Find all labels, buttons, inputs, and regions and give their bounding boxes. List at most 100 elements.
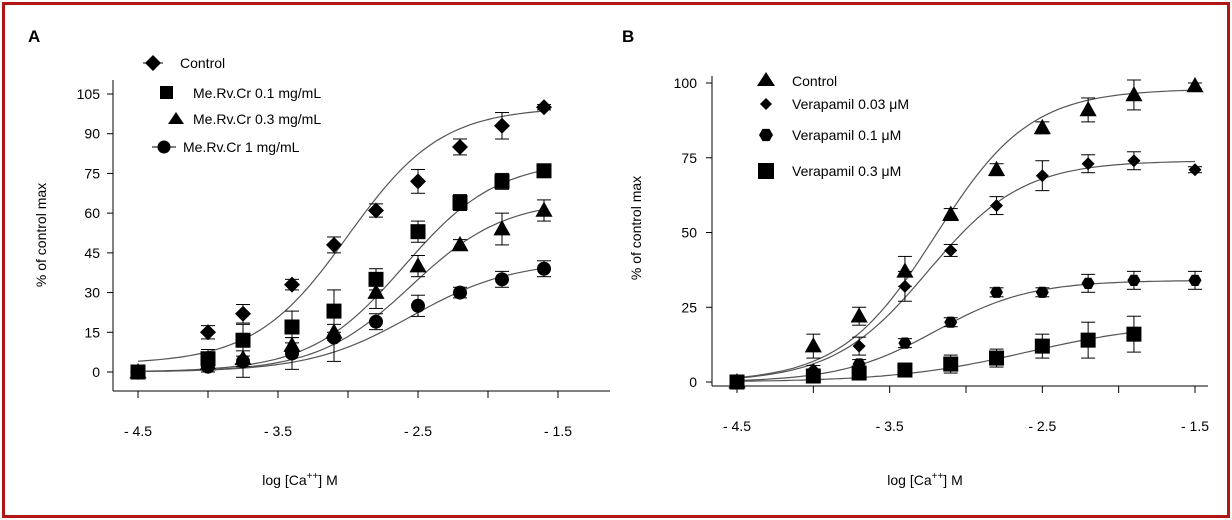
data-point	[804, 337, 822, 353]
data-point	[1126, 326, 1142, 342]
data-point	[944, 316, 958, 328]
circle-marker-icon	[157, 140, 171, 154]
triangle-marker-icon	[757, 72, 775, 86]
data-point	[235, 332, 251, 348]
panel-b: B 0 25 50 75 100 - 4.5 - 3.5 - 2.5 - 1.5 % of c…	[622, 27, 1209, 488]
data-point	[1188, 274, 1202, 286]
data-point	[989, 350, 1005, 366]
data-point	[1034, 338, 1050, 354]
y-tick-label: 15	[84, 324, 100, 340]
x-tick-label: - 3.5	[876, 418, 904, 434]
data-point	[1188, 163, 1202, 177]
panel-a-legend: Control Me.Rv.Cr 0.1 mg/mL Me.Rv.Cr 0.3 …	[143, 55, 321, 155]
panel-b-legend-item-verapamil-03: Verapamil 0.3 μM	[758, 163, 901, 179]
diamond-marker-icon	[760, 98, 772, 110]
data-point	[1127, 274, 1141, 286]
data-point	[1079, 100, 1097, 117]
y-tick-label: 0	[92, 364, 100, 380]
panel-a-legend-item-0-3: Me.Rv.Cr 0.3 mg/mL	[168, 111, 321, 127]
data-point	[729, 374, 745, 390]
data-point	[535, 201, 553, 217]
x-tick-label: - 4.5	[723, 418, 751, 434]
data-point	[987, 160, 1006, 177]
data-point	[990, 286, 1003, 298]
panel-b-x-title-end: ] M	[943, 472, 962, 488]
data-point	[1081, 277, 1095, 289]
data-point	[805, 368, 821, 384]
data-point	[1081, 157, 1095, 171]
data-point	[1080, 332, 1096, 348]
hexagon-marker-icon	[759, 128, 773, 142]
data-point	[1127, 154, 1141, 168]
panel-b-x-title-sup: ++	[932, 471, 944, 482]
data-point	[236, 354, 250, 369]
panel-b-legend-item-verapamil-01: Verapamil 0.1 μM	[759, 127, 901, 143]
fit-curve	[736, 160, 1196, 379]
data-point	[493, 220, 511, 236]
panel-a-legend-label: Me.Rv.Cr 0.1 mg/mL	[193, 85, 321, 101]
panel-b-label: B	[622, 27, 634, 46]
data-point	[410, 224, 426, 240]
data-point	[201, 359, 215, 374]
panel-a-legend-label: Me.Rv.Cr 1 mg/mL	[183, 139, 300, 155]
data-point	[852, 339, 866, 353]
panel-b-y-axis: 0 25 50 75 100	[674, 75, 713, 390]
data-point	[536, 99, 552, 116]
y-tick-label: 30	[84, 285, 100, 301]
series-square	[729, 315, 1142, 390]
data-point	[451, 235, 469, 252]
data-point	[368, 202, 384, 219]
panel-b-x-axis: - 4.5 - 3.5 - 2.5 - 1.5	[712, 385, 1209, 434]
panel-a-legend-label: Me.Rv.Cr 0.3 mg/mL	[193, 111, 321, 127]
panel-a-legend-item-control: Control	[143, 55, 225, 71]
data-point	[452, 138, 468, 155]
panel-b-legend-label: Verapamil 0.3 μM	[792, 163, 901, 179]
panel-b-legend-item-verapamil-003: Verapamil 0.03 μM	[760, 96, 909, 112]
series-square	[130, 163, 552, 380]
panel-b-legend-label: Verapamil 0.03 μM	[792, 96, 909, 112]
y-tick-label: 105	[77, 86, 101, 102]
data-point	[494, 173, 510, 189]
data-point	[285, 346, 299, 361]
y-tick-label: 60	[84, 205, 100, 221]
x-tick-label: - 1.5	[544, 423, 572, 439]
panel-a-y-axis: 0 15 30 45 60 75 90 105	[77, 80, 114, 391]
data-point	[851, 365, 867, 381]
data-point	[1035, 169, 1049, 183]
x-tick-label: - 2.5	[404, 423, 432, 439]
panel-a-x-axis: - 4.5 - 3.5 - 2.5 - 1.5	[113, 390, 610, 439]
data-point	[326, 303, 342, 319]
y-tick-label: 50	[681, 225, 697, 241]
x-tick-label: - 3.5	[264, 423, 292, 439]
data-point	[944, 243, 958, 257]
data-point	[367, 283, 385, 299]
data-point	[1035, 286, 1049, 298]
panel-b-legend-label: Verapamil 0.1 μM	[792, 127, 901, 143]
y-tick-label: 0	[689, 374, 697, 390]
data-point	[284, 276, 300, 293]
square-marker-icon	[160, 86, 173, 99]
panel-a-legend-label: Control	[180, 55, 225, 71]
panel-a-x-axis-title: log [Ca++] M	[262, 471, 338, 488]
data-point	[369, 314, 383, 329]
panel-b-legend: Control Verapamil 0.03 μM Verapamil 0.1 …	[757, 72, 909, 179]
panel-b-x-axis-title: log [Ca++] M	[887, 471, 963, 488]
series-triangle	[129, 199, 553, 379]
panel-b-x-title-main: log [Ca	[887, 472, 932, 488]
x-tick-label: - 2.5	[1028, 418, 1056, 434]
data-point	[453, 285, 467, 300]
panel-a-label: A	[28, 27, 40, 46]
data-point	[1125, 85, 1143, 102]
data-point	[898, 337, 912, 349]
data-point	[495, 272, 509, 287]
triangle-marker-icon	[168, 112, 184, 124]
data-point	[411, 298, 425, 313]
data-point	[536, 163, 552, 179]
data-point	[410, 173, 426, 190]
panel-b-y-axis-title: % of control max	[628, 176, 644, 280]
data-point	[943, 356, 959, 372]
data-point	[850, 307, 868, 323]
panel-b-legend-label: Control	[792, 73, 837, 89]
y-tick-label: 75	[681, 150, 697, 166]
